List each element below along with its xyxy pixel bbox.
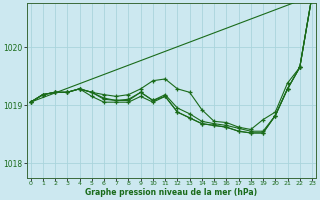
X-axis label: Graphe pression niveau de la mer (hPa): Graphe pression niveau de la mer (hPa) <box>85 188 257 197</box>
